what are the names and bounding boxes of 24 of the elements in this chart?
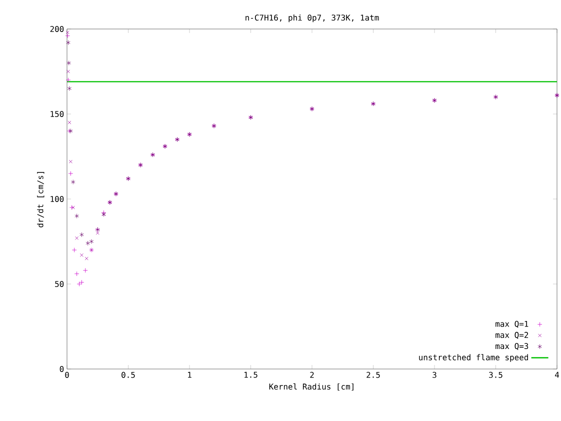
point	[67, 86, 72, 91]
point	[89, 239, 94, 244]
point	[74, 214, 79, 218]
point	[80, 253, 84, 257]
point	[79, 280, 84, 285]
point	[66, 30, 70, 34]
point	[65, 33, 70, 38]
point	[66, 60, 71, 66]
point	[72, 248, 77, 252]
point	[76, 282, 82, 286]
point	[66, 78, 71, 82]
point	[68, 120, 72, 124]
point	[71, 180, 76, 184]
point	[68, 160, 72, 164]
point	[84, 256, 88, 260]
point	[66, 40, 70, 45]
point	[82, 268, 88, 273]
point	[96, 231, 100, 235]
point	[80, 232, 84, 238]
point	[75, 236, 79, 240]
point	[74, 271, 80, 276]
point	[86, 240, 90, 246]
point	[68, 171, 74, 176]
point	[66, 70, 70, 74]
